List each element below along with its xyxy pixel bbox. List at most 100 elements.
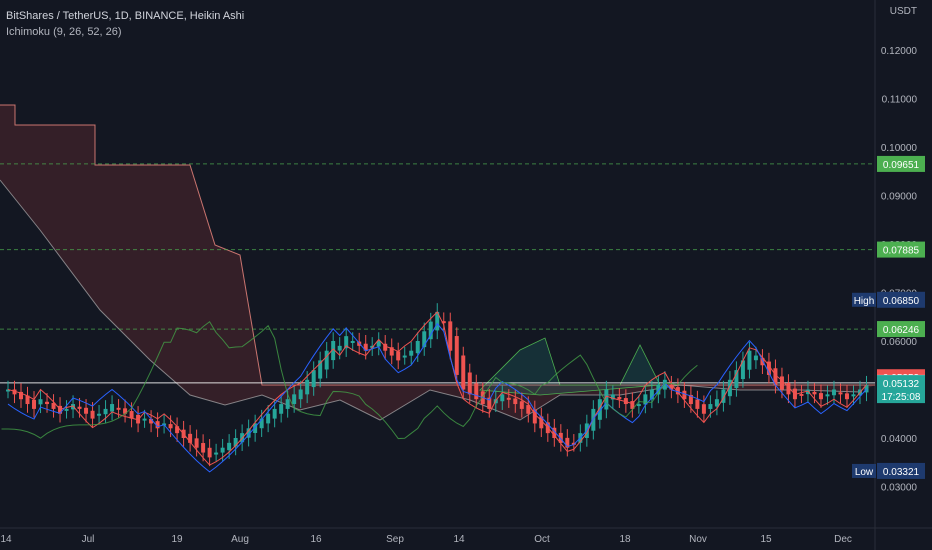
candle-body bbox=[51, 402, 56, 409]
ichimoku-lagging-span bbox=[1, 320, 698, 440]
candle-body bbox=[558, 432, 563, 443]
level-badge-text: 0.07885 bbox=[883, 246, 920, 257]
price-badge-countdown: 17:25:08 bbox=[882, 392, 921, 403]
candle-body bbox=[350, 341, 355, 343]
candle-body bbox=[266, 413, 271, 424]
candle-body bbox=[812, 391, 817, 395]
candle-body bbox=[682, 390, 687, 400]
candle-body bbox=[149, 418, 154, 424]
x-tick-label: 18 bbox=[619, 534, 631, 545]
candle-body bbox=[422, 331, 427, 348]
candle-body bbox=[188, 433, 193, 443]
candle-body bbox=[513, 398, 518, 405]
candle-body bbox=[851, 394, 856, 397]
price-badge-tag: Low bbox=[855, 467, 874, 478]
candle-body bbox=[571, 442, 576, 445]
price-badge-bg bbox=[877, 462, 925, 479]
candle-body bbox=[90, 410, 95, 419]
candle-body bbox=[519, 401, 524, 409]
candle-body bbox=[760, 357, 765, 366]
candle-body bbox=[727, 379, 732, 397]
candle-body bbox=[311, 370, 316, 388]
x-tick-label: Jul bbox=[82, 534, 95, 545]
ichimoku-span-b bbox=[0, 179, 861, 421]
candle-body bbox=[402, 355, 407, 358]
ichimoku-cloud bbox=[0, 105, 875, 420]
chart-legend: BitShares / TetherUS, 1D, BINANCE, Heiki… bbox=[6, 8, 244, 40]
candle-body bbox=[428, 321, 433, 340]
level-badge-text: 0.09651 bbox=[883, 160, 920, 171]
candle-body bbox=[500, 394, 505, 402]
candle-body bbox=[799, 393, 804, 396]
symbol-title[interactable]: BitShares / TetherUS, 1D, BINANCE, Heiki… bbox=[6, 10, 245, 22]
y-tick-label: 0.12000 bbox=[881, 46, 918, 57]
candle-body bbox=[318, 360, 323, 379]
y-tick-label: 0.10000 bbox=[881, 143, 918, 154]
level-badge-bg bbox=[877, 321, 925, 338]
candle-body bbox=[344, 336, 349, 349]
x-tick-label: 14 bbox=[453, 534, 465, 545]
y-tick-label: 0.04000 bbox=[881, 434, 918, 445]
candle-body bbox=[6, 389, 10, 392]
candle-body bbox=[279, 404, 284, 414]
candle-body bbox=[389, 347, 394, 356]
candle-body bbox=[116, 407, 121, 410]
candle-body bbox=[662, 379, 667, 390]
candle-body bbox=[253, 423, 258, 433]
candle-body bbox=[129, 411, 134, 419]
candle-body bbox=[708, 404, 713, 409]
candle-body bbox=[675, 387, 680, 395]
candle-body bbox=[155, 421, 160, 429]
candle-body bbox=[175, 426, 180, 434]
candle-body bbox=[766, 361, 771, 375]
candle-body bbox=[19, 391, 24, 400]
candle-body bbox=[610, 394, 615, 400]
price-badge-tag: High bbox=[854, 296, 875, 307]
candle-body bbox=[383, 343, 388, 351]
candle-body bbox=[246, 428, 251, 438]
candle-body bbox=[227, 442, 232, 451]
level-badge: 0.09651 bbox=[877, 155, 925, 172]
y-tick-label: 0.09000 bbox=[881, 192, 918, 203]
candle-body bbox=[591, 408, 596, 431]
level-badge-text: 0.06246 bbox=[883, 325, 920, 336]
candle-body bbox=[32, 399, 37, 409]
candle-body bbox=[305, 379, 310, 395]
x-tick-label: Sep bbox=[386, 534, 404, 545]
candle-body bbox=[441, 321, 446, 324]
candle-body bbox=[669, 384, 674, 390]
level-badge: 0.06246 bbox=[877, 321, 925, 338]
candle-body bbox=[415, 341, 420, 354]
indicator-label[interactable]: Ichimoku (9, 26, 52, 26) bbox=[6, 26, 122, 38]
candle-body bbox=[539, 416, 544, 429]
candle-body bbox=[324, 350, 329, 370]
candle-body bbox=[753, 355, 758, 361]
candle-body bbox=[77, 406, 82, 409]
candle-body bbox=[643, 394, 648, 405]
candle-body bbox=[831, 389, 836, 396]
candle-body bbox=[38, 399, 43, 405]
candle-body bbox=[233, 438, 238, 447]
x-tick-label: 14 bbox=[0, 534, 12, 545]
candle-body bbox=[71, 404, 76, 410]
candle-body bbox=[604, 389, 609, 410]
level-badge-bg bbox=[877, 241, 925, 258]
candle-body bbox=[214, 452, 219, 455]
candle-body bbox=[526, 405, 531, 414]
candle-body bbox=[123, 408, 128, 414]
candle-body bbox=[454, 336, 459, 375]
x-tick-label: Dec bbox=[834, 534, 852, 545]
candle-body bbox=[779, 376, 784, 390]
candle-body bbox=[597, 399, 602, 420]
candle-body bbox=[259, 418, 264, 429]
candle-body bbox=[168, 424, 173, 429]
candle-body bbox=[103, 408, 108, 415]
candle-body bbox=[818, 393, 823, 400]
candle-body bbox=[461, 355, 466, 390]
candle-body bbox=[656, 384, 661, 395]
x-tick-label: 16 bbox=[310, 534, 322, 545]
candle-body bbox=[714, 399, 719, 407]
x-tick-label: Nov bbox=[689, 534, 707, 545]
